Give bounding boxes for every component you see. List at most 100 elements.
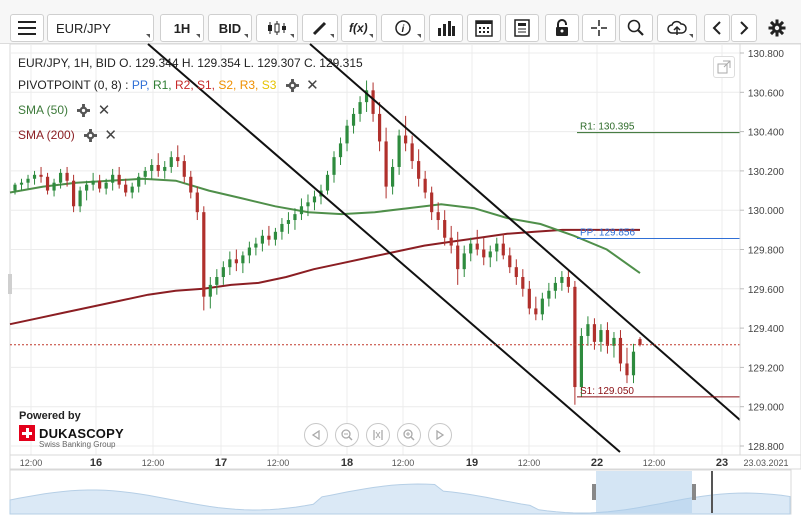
candle-body	[228, 259, 232, 268]
candle-body	[85, 184, 89, 191]
nav-zoom-out-button[interactable]	[335, 423, 359, 447]
candle-body	[404, 135, 408, 144]
y-tick-label: 130.000	[748, 206, 785, 217]
candle-body	[221, 267, 225, 278]
news-button[interactable]	[505, 14, 539, 42]
nav-scroll-right-button[interactable]	[428, 423, 452, 447]
navigator-handle-right[interactable]	[692, 484, 696, 500]
lock-button[interactable]	[545, 14, 579, 42]
x-tick-label: 16	[90, 457, 102, 469]
navigator-handle-left[interactable]	[592, 484, 596, 500]
scroll-right-button[interactable]	[731, 14, 757, 42]
candle-body	[338, 143, 343, 158]
candle-body	[325, 174, 330, 191]
y-tick-label: 129.600	[748, 285, 785, 296]
candle-body	[273, 231, 278, 240]
sma50-remove-icon[interactable]: ✕	[97, 101, 111, 119]
info-icon: i	[395, 20, 411, 36]
candle-body	[182, 161, 186, 177]
sma200-settings-icon[interactable]	[84, 129, 98, 143]
price-type-label: BID	[218, 20, 242, 36]
pivot-item-r1: R1,	[152, 78, 175, 92]
candle-body	[91, 180, 95, 185]
channel-line-lower[interactable]	[147, 43, 621, 453]
candle-body	[45, 176, 50, 191]
expand-chart-button[interactable]	[713, 56, 735, 78]
timeframe-selector[interactable]: 1H	[160, 14, 204, 42]
sma200-line	[9, 228, 590, 326]
candle-body	[104, 182, 108, 189]
candle-body	[117, 174, 121, 185]
candle-body	[540, 298, 544, 315]
candle-body	[443, 220, 447, 238]
price-type-selector[interactable]: BID	[208, 14, 252, 42]
candle-body	[26, 178, 30, 183]
candle-body	[293, 214, 297, 221]
lock-icon	[556, 19, 568, 36]
triangle-right-icon	[436, 430, 445, 440]
nav-zoom-in-button[interactable]	[397, 423, 421, 447]
left-edge-handle[interactable]	[8, 274, 12, 294]
candle-body	[137, 176, 141, 187]
candle-body	[306, 202, 310, 207]
dukascopy-logo: Powered by DUKASCOPY Swiss Banking Group	[19, 410, 124, 449]
candle-body	[202, 212, 206, 297]
chart-type-button[interactable]	[256, 14, 298, 42]
navigator-selection[interactable]	[596, 471, 692, 513]
volume-button[interactable]	[429, 14, 463, 42]
candle-body	[65, 172, 69, 181]
candle-body	[371, 90, 375, 114]
pivot-settings-icon[interactable]	[285, 79, 299, 93]
indicators-button[interactable]: f(x)	[341, 14, 377, 42]
candle-body	[247, 247, 251, 256]
info-button[interactable]: i	[381, 14, 425, 42]
nav-scroll-left-button[interactable]	[304, 423, 328, 447]
symbol-selector[interactable]: EUR/JPY	[47, 14, 154, 42]
menu-button[interactable]	[10, 14, 44, 42]
r1-level-label: R1: 130.395	[580, 122, 635, 133]
gear-icon	[768, 19, 786, 37]
sma50-legend: SMA (50) ✕	[18, 101, 111, 119]
crosshair-button[interactable]	[582, 14, 616, 42]
candle-body	[521, 277, 525, 289]
pivot-item-r3: R3,	[239, 78, 262, 92]
timeframe-label: 1H	[173, 20, 191, 36]
candle-body	[71, 180, 76, 207]
pivot-remove-icon[interactable]: ✕	[306, 76, 319, 94]
x-tick-label: 12:00	[20, 458, 43, 468]
sma200-legend: SMA (200) ✕	[18, 126, 117, 144]
settings-button[interactable]	[762, 14, 792, 42]
candle-body	[163, 166, 167, 171]
pivot-label: PIVOTPOINT (0, 8)	[18, 78, 122, 92]
menu-icon	[18, 21, 36, 35]
channel-line-upper[interactable]	[309, 43, 741, 421]
candle-body	[364, 90, 369, 103]
zoom-button[interactable]	[619, 14, 653, 42]
toolbar: EUR/JPY 1H BID f(x) i	[0, 0, 801, 44]
s1-level-label: S1: 129.050	[580, 386, 634, 397]
candle-body	[553, 282, 557, 291]
scroll-left-button[interactable]	[704, 14, 730, 42]
candle-body	[260, 235, 264, 244]
y-axis-panel	[739, 43, 801, 456]
candle-body	[618, 337, 623, 364]
y-tick-label: 129.800	[748, 246, 785, 257]
y-tick-label: 129.200	[748, 363, 785, 374]
candle-body	[19, 182, 24, 185]
pivot-item-r2: R2,	[174, 78, 197, 92]
sma200-label: SMA (200)	[18, 128, 75, 142]
calendar-button[interactable]	[467, 14, 501, 42]
share-button[interactable]	[657, 14, 697, 42]
draw-button[interactable]	[302, 14, 338, 42]
nav-reset-button[interactable]	[366, 423, 390, 447]
pivot-legend: PIVOTPOINT (0, 8) : PP, R1, R2, S1, S2, …	[18, 76, 319, 94]
candle-body	[638, 339, 642, 345]
zoom-out-icon	[341, 429, 353, 441]
sma50-settings-icon[interactable]	[77, 104, 91, 118]
candle-body	[13, 184, 17, 191]
sma200-remove-icon[interactable]: ✕	[104, 126, 117, 144]
candle-body	[631, 351, 636, 376]
candle-body	[143, 170, 147, 177]
candle-body	[111, 174, 115, 183]
